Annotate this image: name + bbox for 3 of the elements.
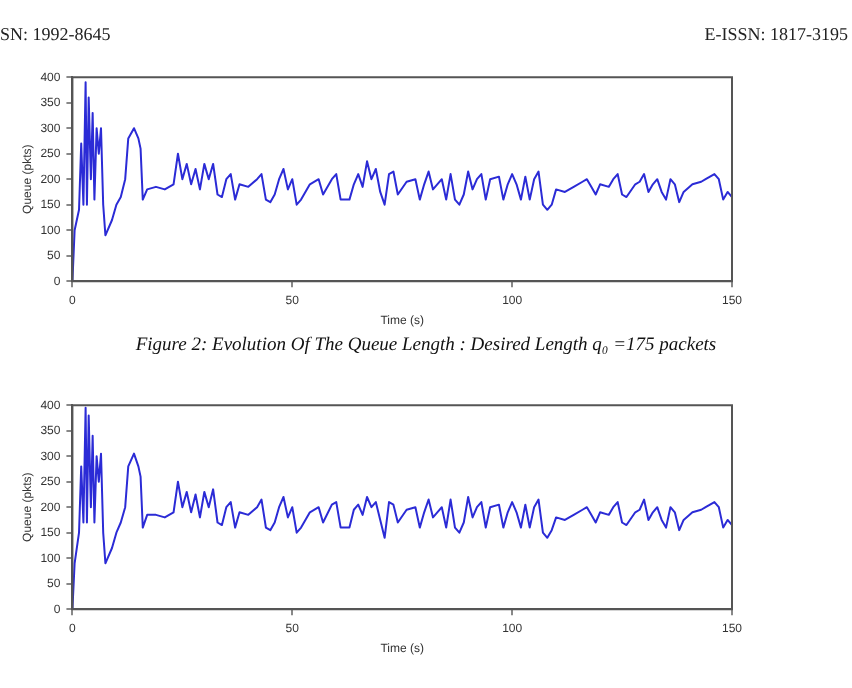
text: E-ISSN: 1817-3195 — [704, 24, 848, 44]
text: SN: 1992-8645 — [0, 24, 111, 44]
caption: Figure 2: Evolution Of The Queue Length : Desired Length q₀ =175 packets — [133, 336, 719, 356]
